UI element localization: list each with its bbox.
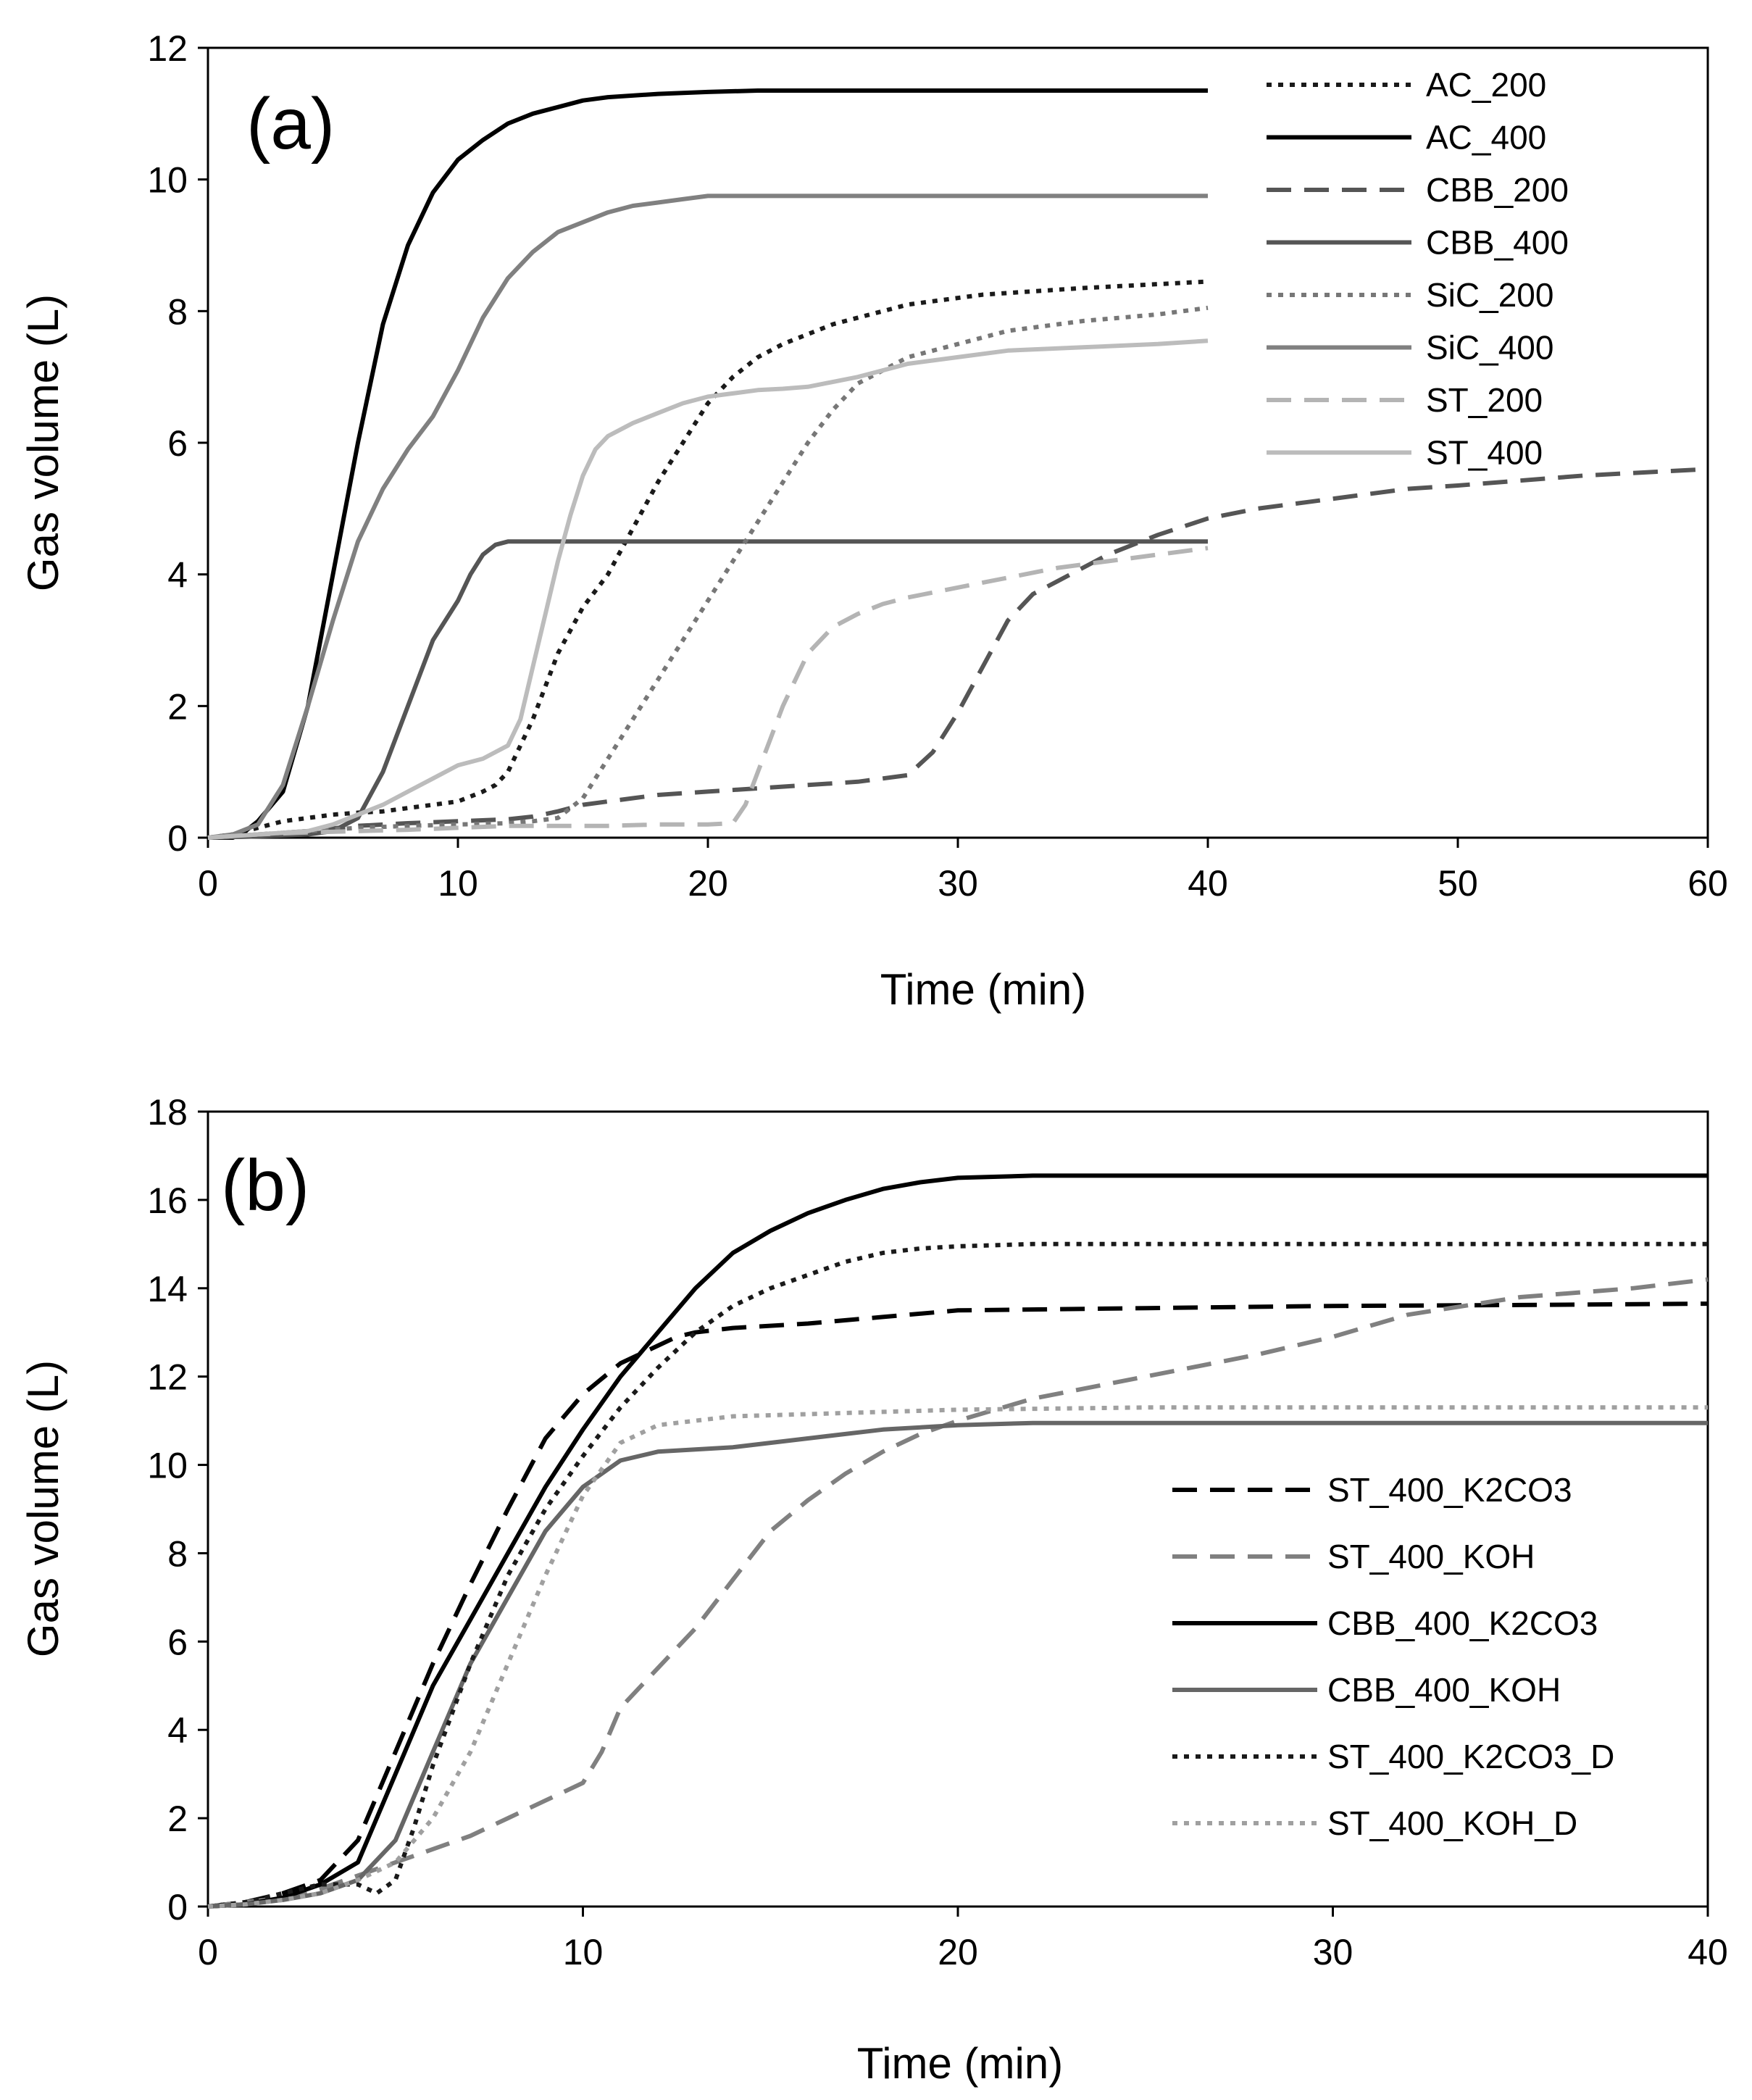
y-tick-label: 8 [167, 1533, 188, 1574]
series-line-st-400-k2co3-d [207, 1241, 1708, 1909]
y-tick-label: 2 [167, 686, 188, 727]
legend-label: ST_400_KOH [1327, 1538, 1535, 1575]
legend-label: CBB_400 [1426, 224, 1569, 262]
y-tick-label: 2 [167, 1799, 188, 1839]
legend-label: ST_400 [1426, 434, 1543, 472]
legend-label: ST_200 [1426, 381, 1543, 419]
chart-panel-b: 0 10 20 30 40 0 2 4 6 8 10 12 14 16 18 Time (min) Gas vo… [19, 1092, 1728, 2088]
panel-label: (a) [246, 83, 335, 164]
y-tick-label: 6 [167, 423, 188, 464]
y-tick-label: 6 [167, 1622, 188, 1662]
legend-label: AC_400 [1426, 119, 1546, 157]
series-line-st-400-koh [207, 1277, 1709, 1909]
x-tick-label: 10 [563, 1932, 604, 1972]
series-line-st-200 [207, 546, 1209, 840]
x-axis-label: Time (min) [880, 965, 1086, 1014]
x-tick-label: 40 [1188, 863, 1228, 904]
legend-label: ST_400_K2CO3 [1327, 1471, 1572, 1509]
x-tick-label: 20 [688, 863, 728, 904]
series-line-sic-400 [207, 193, 1208, 840]
y-tick-label: 12 [147, 28, 188, 69]
legend: AC_200 AC_400 CBB_200 CBB_400 SiC_200 SiC_400… [1267, 66, 1569, 472]
x-tick-label: 60 [1688, 863, 1728, 904]
legend-label: SiC_200 [1426, 276, 1553, 314]
y-tick-label: 4 [167, 555, 188, 596]
x-tick-label: 30 [938, 863, 978, 904]
y-tick-label: 16 [147, 1180, 188, 1221]
y-tick-label: 0 [167, 818, 188, 859]
legend-label: ST_400_K2CO3_D [1327, 1738, 1614, 1775]
legend-label: CBB_400_KOH [1327, 1671, 1561, 1709]
series-line-cbb-400-k2co3 [207, 1173, 1708, 1909]
legend-label: ST_400_KOH_D [1327, 1804, 1577, 1842]
y-tick-label: 18 [147, 1092, 188, 1133]
y-tick-label: 4 [167, 1710, 188, 1751]
series-line-sic-200 [207, 305, 1209, 840]
x-tick-label: 0 [198, 863, 218, 904]
y-axis-label: Gas volume (L) [19, 1360, 67, 1657]
y-tick-label: 12 [147, 1357, 188, 1398]
series-line-st-400 [207, 338, 1209, 840]
series-line-cbb-200 [207, 467, 1709, 840]
legend-label: SiC_400 [1426, 329, 1553, 367]
x-tick-label: 0 [198, 1932, 218, 1972]
y-tick-label: 0 [167, 1887, 188, 1928]
series-line-st-400-k2co3 [207, 1301, 1709, 1909]
x-tick-label: 10 [438, 863, 478, 904]
y-axis-label: Gas volume (L) [19, 294, 67, 591]
x-tick-label: 30 [1313, 1932, 1353, 1972]
series-line-ac-200 [207, 279, 1209, 840]
y-tick-label: 8 [167, 291, 188, 332]
x-tick-label: 50 [1438, 863, 1478, 904]
legend-label: CBB_400_K2CO3 [1327, 1604, 1598, 1642]
series-line-ac-400 [208, 88, 1208, 840]
y-tick-label: 14 [147, 1269, 188, 1309]
panel-label: (b) [221, 1145, 309, 1226]
x-axis-label: Time (min) [857, 2039, 1063, 2088]
y-tick-label: 10 [147, 160, 188, 201]
x-tick-label: 40 [1688, 1932, 1728, 1972]
series-line-st-400-koh-d [207, 1405, 1708, 1909]
chart-panel-a: 0 10 20 30 40 50 60 0 2 4 6 8 10 12 Time (min) Gas volu… [19, 28, 1728, 1014]
y-tick-label: 10 [147, 1446, 188, 1486]
x-tick-label: 20 [938, 1932, 978, 1972]
legend: ST_400_K2CO3 ST_400_KOH CBB_400_K2CO3 CBB_4… [1172, 1471, 1614, 1842]
legend-label: AC_200 [1426, 66, 1546, 104]
legend-label: CBB_200 [1426, 171, 1569, 209]
